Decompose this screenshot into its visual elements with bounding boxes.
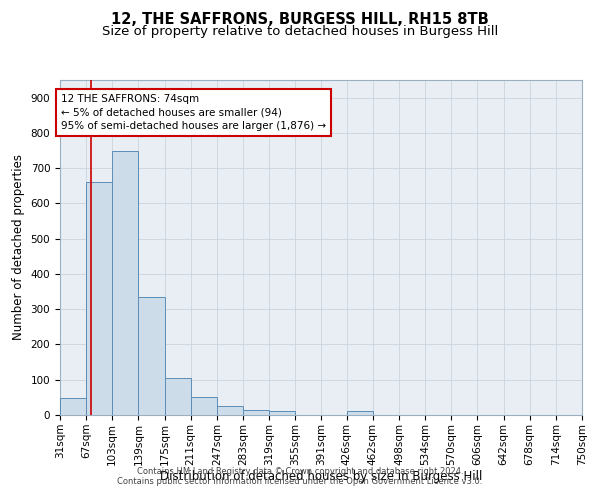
Text: Contains public sector information licensed under the Open Government Licence v3: Contains public sector information licen… bbox=[118, 477, 482, 486]
Text: Contains HM Land Registry data © Crown copyright and database right 2024.: Contains HM Land Registry data © Crown c… bbox=[137, 467, 463, 476]
Text: 12, THE SAFFRONS, BURGESS HILL, RH15 8TB: 12, THE SAFFRONS, BURGESS HILL, RH15 8TB bbox=[111, 12, 489, 28]
Y-axis label: Number of detached properties: Number of detached properties bbox=[12, 154, 25, 340]
Bar bbox=[217, 406, 243, 415]
Bar bbox=[191, 398, 217, 415]
Bar bbox=[112, 151, 139, 415]
Bar bbox=[164, 378, 191, 415]
Bar bbox=[269, 412, 295, 415]
Bar bbox=[139, 297, 164, 415]
Text: 12 THE SAFFRONS: 74sqm
← 5% of detached houses are smaller (94)
95% of semi-deta: 12 THE SAFFRONS: 74sqm ← 5% of detached … bbox=[61, 94, 326, 130]
Bar bbox=[347, 412, 373, 415]
Bar bbox=[243, 410, 269, 415]
Text: Size of property relative to detached houses in Burgess Hill: Size of property relative to detached ho… bbox=[102, 25, 498, 38]
Bar bbox=[60, 398, 86, 415]
X-axis label: Distribution of detached houses by size in Burgess Hill: Distribution of detached houses by size … bbox=[160, 470, 482, 484]
Bar bbox=[86, 182, 112, 415]
